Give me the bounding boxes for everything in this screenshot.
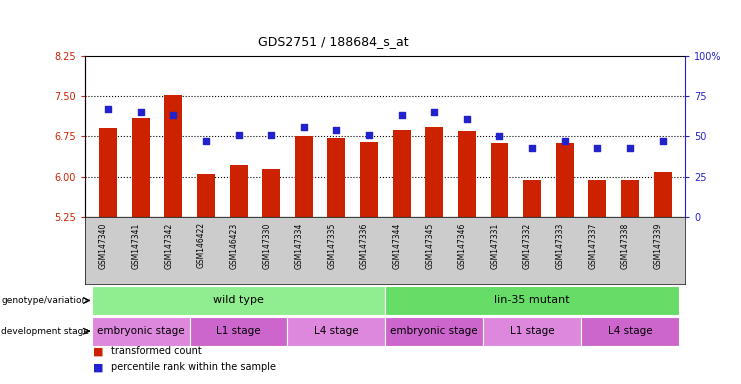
Bar bbox=[458, 131, 476, 217]
Text: GSM147344: GSM147344 bbox=[393, 222, 402, 269]
Text: GSM147333: GSM147333 bbox=[556, 222, 565, 269]
Bar bbox=[92, 317, 190, 346]
Point bbox=[559, 138, 571, 144]
Text: GSM147338: GSM147338 bbox=[621, 222, 630, 268]
Bar bbox=[385, 286, 679, 315]
Bar bbox=[581, 317, 679, 346]
Point bbox=[167, 112, 179, 118]
Text: GSM147332: GSM147332 bbox=[523, 222, 532, 268]
Text: L1 stage: L1 stage bbox=[510, 326, 554, 336]
Text: GSM147341: GSM147341 bbox=[132, 222, 141, 268]
Text: L4 stage: L4 stage bbox=[608, 326, 652, 336]
Bar bbox=[425, 127, 443, 217]
Bar bbox=[491, 143, 508, 217]
Text: ■: ■ bbox=[93, 346, 103, 356]
Point bbox=[200, 138, 212, 144]
Text: GSM147340: GSM147340 bbox=[99, 222, 108, 269]
Point bbox=[461, 116, 473, 122]
Text: GSM147342: GSM147342 bbox=[165, 222, 173, 268]
Bar bbox=[385, 317, 483, 346]
Text: transformed count: transformed count bbox=[111, 346, 202, 356]
Text: embryonic stage: embryonic stage bbox=[391, 326, 478, 336]
Point bbox=[298, 124, 310, 130]
Point bbox=[396, 112, 408, 118]
Bar bbox=[262, 169, 280, 217]
Bar bbox=[556, 143, 574, 217]
Text: genotype/variation: genotype/variation bbox=[1, 296, 87, 305]
Text: GSM147337: GSM147337 bbox=[588, 222, 597, 269]
Point bbox=[494, 133, 505, 139]
Text: GSM147346: GSM147346 bbox=[458, 222, 467, 269]
Text: GSM147335: GSM147335 bbox=[328, 222, 336, 269]
Text: GSM147336: GSM147336 bbox=[360, 222, 369, 269]
Text: percentile rank within the sample: percentile rank within the sample bbox=[111, 362, 276, 372]
Text: L1 stage: L1 stage bbox=[216, 326, 261, 336]
Text: GSM146422: GSM146422 bbox=[197, 222, 206, 268]
Text: GSM147331: GSM147331 bbox=[491, 222, 499, 268]
Text: embryonic stage: embryonic stage bbox=[97, 326, 185, 336]
Text: development stage: development stage bbox=[1, 327, 90, 336]
Bar bbox=[99, 128, 117, 217]
Text: lin-35 mutant: lin-35 mutant bbox=[494, 295, 570, 306]
Bar bbox=[393, 130, 411, 217]
Bar bbox=[328, 138, 345, 217]
Point bbox=[591, 144, 603, 151]
Bar bbox=[92, 286, 385, 315]
Bar bbox=[132, 118, 150, 217]
Point bbox=[363, 132, 375, 138]
Bar bbox=[197, 174, 215, 217]
Text: GSM146423: GSM146423 bbox=[230, 222, 239, 268]
Bar bbox=[483, 317, 581, 346]
Point bbox=[135, 109, 147, 115]
Point bbox=[624, 144, 636, 151]
Bar bbox=[654, 172, 671, 217]
Text: ■: ■ bbox=[93, 362, 103, 372]
Point bbox=[657, 138, 668, 144]
Text: GDS2751 / 188684_s_at: GDS2751 / 188684_s_at bbox=[258, 35, 409, 48]
Text: GSM147339: GSM147339 bbox=[654, 222, 662, 269]
Text: GSM147334: GSM147334 bbox=[295, 222, 304, 269]
Text: L4 stage: L4 stage bbox=[314, 326, 359, 336]
Bar bbox=[360, 142, 378, 217]
Text: GSM147330: GSM147330 bbox=[262, 222, 271, 269]
Point bbox=[428, 109, 440, 115]
Bar bbox=[165, 95, 182, 217]
Point bbox=[265, 132, 277, 138]
Point bbox=[330, 127, 342, 133]
Text: wild type: wild type bbox=[213, 295, 264, 306]
Bar bbox=[288, 317, 385, 346]
Bar bbox=[230, 165, 247, 217]
Point bbox=[102, 106, 114, 112]
Bar bbox=[523, 180, 541, 217]
Point bbox=[233, 132, 245, 138]
Bar bbox=[190, 317, 288, 346]
Bar bbox=[621, 180, 639, 217]
Point bbox=[526, 144, 538, 151]
Bar bbox=[295, 136, 313, 217]
Text: GSM147345: GSM147345 bbox=[425, 222, 434, 269]
Bar bbox=[588, 180, 606, 217]
